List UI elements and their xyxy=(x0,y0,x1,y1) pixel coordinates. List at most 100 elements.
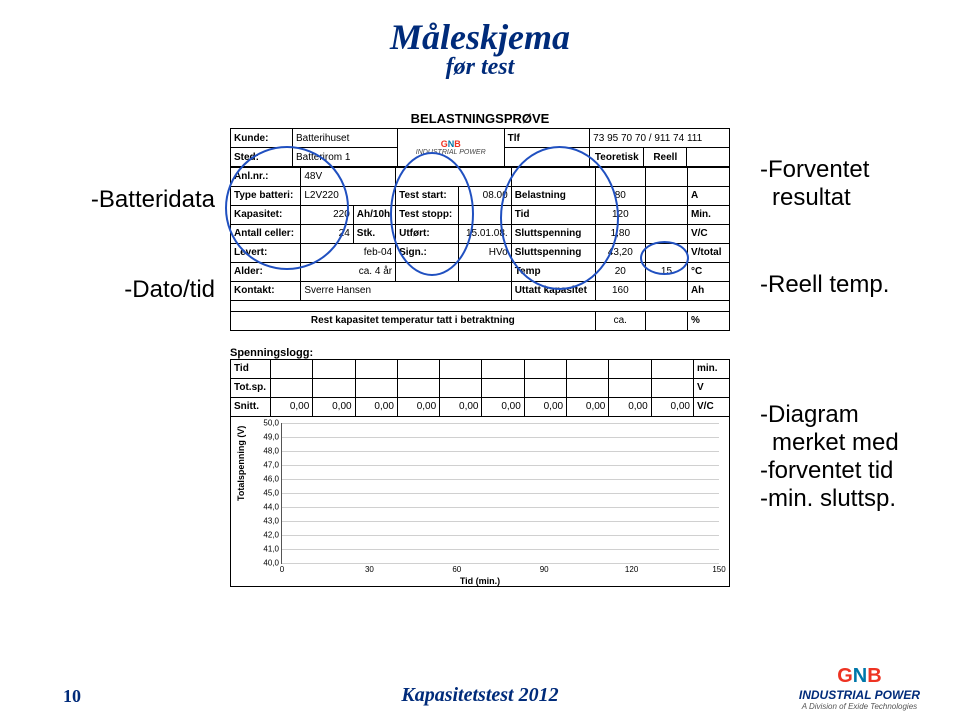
chart-xtick: 30 xyxy=(365,563,374,574)
log-tid-unit: min. xyxy=(694,359,730,378)
header-table: Kunde: Batterihuset GNB INDUSTRIAL POWER… xyxy=(230,128,730,167)
cell-value: 24 xyxy=(301,224,353,243)
spenningslogg-title: Spenningslogg: xyxy=(230,341,730,359)
type-label: Type batteri: xyxy=(231,186,301,205)
chart-ytick: 49,0 xyxy=(263,432,282,441)
cell-label: Antall celler: xyxy=(231,224,301,243)
form-area: BELASTNINGSPRØVE Kunde: Batterihuset GNB… xyxy=(230,111,730,587)
log-tot-label: Tot.sp. xyxy=(231,378,271,397)
rest-ca: ca. xyxy=(595,311,645,330)
temp-unit: °C xyxy=(687,262,729,281)
log-snitt-label: Snitt. xyxy=(231,397,271,416)
rest-label: Rest kapasitet temperatur tatt i betrakt… xyxy=(231,311,596,330)
chart-xtick: 60 xyxy=(452,563,461,574)
slutt-unit: V/C xyxy=(687,224,729,243)
callout-reell-temp: -Reell temp. xyxy=(760,271,889,299)
tid-label: Tid xyxy=(511,205,595,224)
kon-value: Sverre Hansen xyxy=(301,281,511,300)
tlf-value: 73 95 70 70 / 911 74 111 xyxy=(590,129,730,148)
rest-unit: % xyxy=(687,311,729,330)
log-table: Tid min. Tot.sp. V Snitt. 0,00 0,00 0,00… xyxy=(230,359,730,417)
tstart-value: 08.00 xyxy=(459,186,511,205)
slutt2-value: 43,20 xyxy=(595,243,645,262)
bel-unit: A xyxy=(687,186,729,205)
anlnr-label: Anl.nr.: xyxy=(231,167,301,186)
lev-label: Levert: xyxy=(231,243,301,262)
chart-ytick: 41,0 xyxy=(263,544,282,553)
log-cell: 0,00 xyxy=(440,397,482,416)
utfort-label: Utført: xyxy=(396,224,459,243)
kap-label: Kapasitet: xyxy=(231,205,301,224)
tid-unit: Min. xyxy=(687,205,729,224)
ald-label: Alder: xyxy=(231,262,301,281)
callout-forventet: -Forventet resultat xyxy=(760,156,869,212)
tid-value: 120 xyxy=(595,205,645,224)
footer-logo: GNB INDUSTRIAL POWER A Division of Exide… xyxy=(799,665,920,711)
anlnr-value: 48V xyxy=(301,167,396,186)
page-title: Måleskjema xyxy=(0,16,960,58)
callout-diagram: -Diagram merket med -forventet tid -min.… xyxy=(760,401,899,513)
sted-label: Sted: xyxy=(231,148,293,167)
lev-value: feb-04 xyxy=(301,243,396,262)
log-cell: 0,00 xyxy=(482,397,524,416)
sign-value: HVo xyxy=(459,243,511,262)
log-tid-label: Tid xyxy=(231,359,271,378)
utt-label: Uttatt kapasitet xyxy=(511,281,595,300)
log-snitt-unit: V/C xyxy=(694,397,730,416)
callout-datotid: -Dato/tid xyxy=(124,276,215,304)
data-table: Anl.nr.: 48V Type batteri: L2V220 Test s… xyxy=(230,167,730,331)
chart-ylabel: Totalspenning (V) xyxy=(236,426,246,501)
kunde-value: Batterihuset xyxy=(293,129,398,148)
chart-xtick: 0 xyxy=(280,563,284,574)
type-value: L2V220 xyxy=(301,186,396,205)
page-subtitle: før test xyxy=(0,54,960,81)
form-heading: BELASTNINGSPRØVE xyxy=(230,111,730,126)
ald-value: ca. 4 år xyxy=(301,262,396,281)
slutt-label: Sluttspenning xyxy=(511,224,595,243)
temp-label: Temp xyxy=(511,262,595,281)
kunde-label: Kunde: xyxy=(231,129,293,148)
sign-label: Sign.: xyxy=(396,243,459,262)
teoretisk-label: Teoretisk xyxy=(590,148,644,167)
tstopp-label: Test stopp: xyxy=(396,205,459,224)
utt-unit: Ah xyxy=(687,281,729,300)
chart-xlabel: Tid (min.) xyxy=(231,576,729,586)
utfort-value: 15.01.08. xyxy=(459,224,511,243)
form-logo-cell: GNB INDUSTRIAL POWER xyxy=(397,129,504,167)
sted-value: Batterirom 1 xyxy=(293,148,398,167)
chart-ytick: 42,0 xyxy=(263,530,282,539)
chart-ytick: 50,0 xyxy=(263,418,282,427)
footer: 10 Kapasitetstest 2012 GNB INDUSTRIAL PO… xyxy=(0,667,960,707)
chart-ytick: 48,0 xyxy=(263,446,282,455)
bel-value: 80 xyxy=(595,186,645,205)
log-cell: 0,00 xyxy=(609,397,651,416)
temp-r: 15 xyxy=(645,262,687,281)
temp-t: 20 xyxy=(595,262,645,281)
slutt-value: 1,80 xyxy=(595,224,645,243)
reell-label: Reell xyxy=(644,148,687,167)
kon-label: Kontakt: xyxy=(231,281,301,300)
bel-label: Belastning xyxy=(511,186,595,205)
chart-xtick: 150 xyxy=(712,563,725,574)
chart: Totalspenning (V) 50,049,048,047,046,045… xyxy=(230,417,730,587)
log-cell: 0,00 xyxy=(355,397,397,416)
kap-unit: Ah/10h xyxy=(353,205,395,224)
tlf-label: Tlf xyxy=(504,129,590,148)
slutt2-label: Sluttspenning xyxy=(511,243,595,262)
chart-xtick: 90 xyxy=(540,563,549,574)
utt-value: 160 xyxy=(595,281,645,300)
cell-unit: Stk. xyxy=(353,224,395,243)
chart-ytick: 45,0 xyxy=(263,488,282,497)
chart-ytick: 46,0 xyxy=(263,474,282,483)
callout-batteridata: -Batteridata xyxy=(91,186,215,214)
log-cell: 0,00 xyxy=(567,397,609,416)
log-cell: 0,00 xyxy=(313,397,355,416)
log-tot-unit: V xyxy=(694,378,730,397)
chart-ytick: 44,0 xyxy=(263,502,282,511)
tstart-label: Test start: xyxy=(396,186,459,205)
chart-xtick: 120 xyxy=(625,563,638,574)
chart-ytick: 43,0 xyxy=(263,516,282,525)
kap-value: 220 xyxy=(301,205,353,224)
log-cell: 0,00 xyxy=(651,397,693,416)
log-cell: 0,00 xyxy=(524,397,566,416)
